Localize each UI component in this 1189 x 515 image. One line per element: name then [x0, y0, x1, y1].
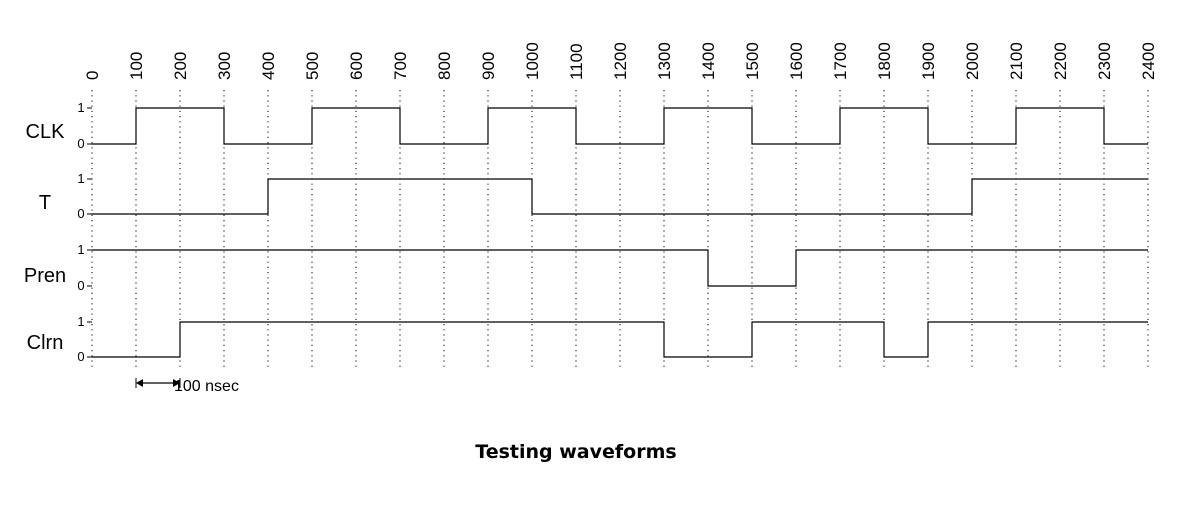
level-low-label: 0: [77, 349, 84, 364]
time-tick-label: 100: [127, 52, 146, 80]
signal-waveforms: CLK 1 0 T 1 0 Pren 1 0 Clrn 1 0: [24, 100, 1148, 364]
time-tick-label: 1900: [919, 42, 938, 80]
level-high-label: 1: [77, 314, 84, 329]
level-low-label: 0: [77, 206, 84, 221]
time-tick-label: 200: [171, 52, 190, 80]
level-high-label: 1: [77, 171, 84, 186]
level-high-label: 1: [77, 242, 84, 257]
diagram-caption: Testing waveforms: [475, 441, 676, 463]
time-tick-label: 300: [215, 52, 234, 80]
time-tick-label: 1500: [743, 42, 762, 80]
time-tick-label: 1800: [875, 42, 894, 80]
time-tick-label: 1600: [787, 42, 806, 80]
signal-t: T 1 0: [39, 171, 1148, 221]
level-high-label: 1: [77, 100, 84, 115]
time-tick-label: 2400: [1139, 42, 1158, 80]
waveform-line: [92, 178, 1148, 215]
level-low-label: 0: [77, 136, 84, 151]
time-tick-label: 2300: [1095, 42, 1114, 80]
time-tick-label: 2100: [1007, 42, 1026, 80]
time-tick-label: 0: [83, 71, 102, 80]
waveform-line: [92, 321, 1148, 358]
waveform-line: [92, 107, 1148, 145]
signal-name: Clrn: [27, 332, 64, 354]
time-tick-label: 700: [391, 52, 410, 80]
signal-pren: Pren 1 0: [24, 242, 1148, 293]
waveform-line: [92, 249, 1148, 287]
signal-name: CLK: [26, 121, 66, 143]
time-tick-label: 400: [259, 52, 278, 80]
time-tick-label: 600: [347, 52, 366, 80]
time-tick-label: 2200: [1051, 42, 1070, 80]
signal-clk: CLK 1 0: [26, 100, 1148, 151]
time-tick-label: 1700: [831, 42, 850, 80]
time-tick-label: 800: [435, 52, 454, 80]
time-tick-label: 1100: [567, 43, 586, 80]
time-tick-label: 500: [303, 52, 322, 80]
signal-clrn: Clrn 1 0: [27, 314, 1148, 364]
time-tick-labels: 0 100 200 300 400 500 600 700 800 900 1000 1100 1200…: [83, 42, 1158, 80]
signal-name: Pren: [24, 265, 66, 287]
time-tick-label: 900: [479, 52, 498, 80]
signal-name: T: [39, 192, 51, 214]
scale-arrowhead-right: [173, 379, 180, 387]
time-tick-label: 1300: [655, 42, 674, 80]
time-tick-label: 2000: [963, 42, 982, 80]
time-scale-marker: 100 nsec: [135, 378, 239, 395]
level-low-label: 0: [77, 278, 84, 293]
time-tick-label: 1400: [699, 42, 718, 80]
time-tick-label: 1000: [523, 42, 542, 80]
time-tick-label: 1200: [611, 42, 630, 80]
scale-label: 100 nsec: [174, 378, 239, 395]
scale-arrowhead-left: [136, 379, 143, 387]
time-gridlines: [91, 90, 1149, 368]
